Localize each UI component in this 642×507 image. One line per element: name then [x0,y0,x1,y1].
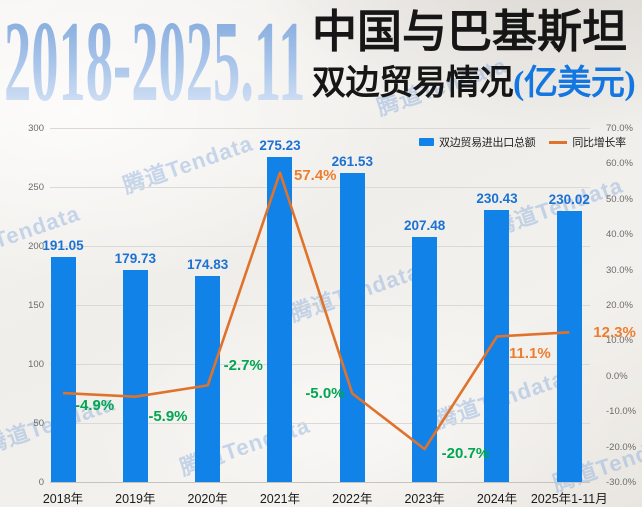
bar-value-label: 191.05 [42,237,84,253]
plot-area: 300 250 200 150 100 50 0 70.0% 60.0% 50.0% 40.0% 30… [28,123,636,506]
left-axis-tick: 50 [33,418,44,429]
gridline [50,246,590,247]
bar-value-label: 179.73 [114,250,156,266]
growth-point-label: -4.9% [75,397,115,415]
x-axis-label: 2021年 [259,492,301,506]
right-axis-tick: 60.0% [606,158,633,170]
bar-value-label: 230.02 [548,191,590,207]
period-title: 2018-2025.11 [4,0,306,126]
main-title-line2: 双边贸易情况(亿美元) [312,65,638,102]
main-title-line2-text: 双边贸易情况 [312,64,514,102]
trade-bar [267,157,293,482]
growth-point-label: 57.4% [293,166,337,184]
trade-bar [50,256,76,482]
right-axis-tick: 0.0% [606,370,628,382]
right-axis-tick: -20.0% [606,441,637,453]
right-axis-tick: 40.0% [606,229,633,241]
x-axis-label: 2018年 [42,492,84,506]
growth-point-label: -5.9% [148,407,188,425]
growth-point-label: 12.3% [593,324,636,342]
left-axis-tick: 200 [28,241,44,252]
left-axis-tick: 150 [28,300,44,311]
bar-series-swatch-icon [419,138,434,146]
gridline [50,364,590,365]
trade-bar [484,210,510,482]
main-title-unit: (亿美元) [513,64,636,102]
main-title-line1: 中国与巴基斯坦 [312,7,628,57]
x-axis-label: 2023年 [404,492,445,506]
growth-point-label: -2.7% [223,357,263,375]
right-axis-tick: 50.0% [606,193,633,205]
legend-label-growth-rate: 同比增长率 [572,137,626,149]
right-axis-tick: -10.0% [606,406,637,418]
bar-value-label: 275.23 [259,138,301,154]
trade-bar [339,173,365,482]
bar-value-label: 207.48 [403,218,446,234]
right-axis-tick: 20.0% [606,300,633,311]
x-axis-label: 2024年 [476,492,518,506]
growth-point-label: -20.7% [441,445,490,463]
left-axis-tick: 0 [38,477,44,488]
trade-bar [556,210,582,482]
x-axis-label: 2022年 [332,492,373,506]
growth-rate-line [62,171,570,451]
x-axis-label: 2025年1-11月 [530,492,608,506]
right-axis-tick: 10.0% [606,335,633,347]
right-axis-tick: -30.0% [606,477,637,488]
gridline [50,305,590,306]
legend-label-trade-total: 双边贸易进出口总额 [439,137,536,149]
line-series-swatch-icon [549,140,568,144]
bar-value-label: 174.83 [187,256,229,272]
main-title: 中国与巴基斯坦 双边贸易情况(亿美元) [312,7,638,102]
legend: 双边贸易进出口总额 同比增长率 [419,134,626,150]
trade-bar [195,275,221,482]
gridline [50,482,590,483]
left-axis-tick: 300 [28,123,44,134]
gridline [50,187,590,188]
growth-point-label: 11.1% [508,344,551,362]
x-axis-label: 2019年 [115,492,156,506]
x-axis-label: 2020年 [187,492,228,506]
left-axis-tick: 250 [28,182,44,193]
bar-value-label: 261.53 [331,154,373,170]
bar-value-label: 230.43 [476,191,518,207]
trade-bar [122,269,148,482]
gridline [50,423,590,424]
right-axis-tick: 30.0% [606,264,633,276]
growth-point-label: -5.0% [305,384,345,402]
left-axis-tick: 100 [28,359,44,370]
right-axis-tick: 70.0% [606,123,633,134]
gridline [50,128,590,129]
